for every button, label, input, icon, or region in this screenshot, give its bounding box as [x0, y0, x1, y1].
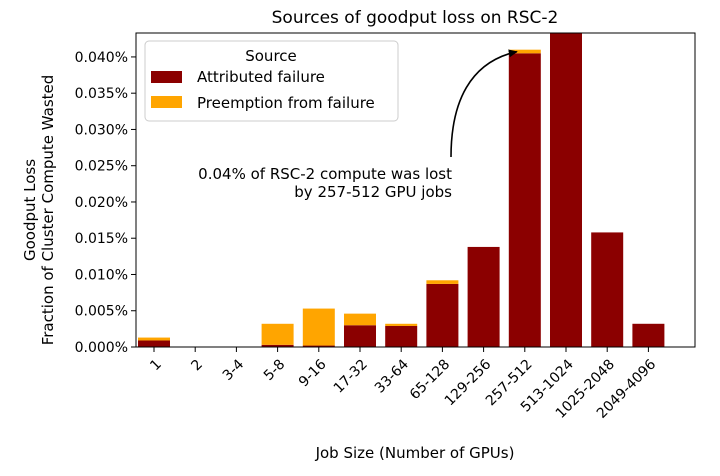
legend-title: Source: [245, 47, 297, 65]
legend: Source Attributed failure Preemption fro…: [144, 40, 399, 122]
bar-attributed-failure-513-1024: [550, 33, 582, 347]
annotation-line-1: 0.04% of RSC-2 compute was lost: [198, 165, 452, 183]
x-axis-label: Job Size (Number of GPUs): [315, 444, 515, 462]
x-tick-label-17-32: 17-32: [331, 357, 371, 397]
bar-preemption-from-failure-33-64: [385, 323, 418, 326]
annotation-line-2: by 257-512 GPU jobs: [294, 183, 452, 201]
legend-label-preemption-from-failure: Preemption from failure: [197, 94, 375, 112]
y-axis-label-line-2: Fraction of Cluster Compute Wasted: [39, 75, 57, 346]
y-tick-label-1: 0.005%: [75, 304, 128, 320]
y-tick-label-5: 0.025%: [75, 159, 128, 175]
y-tick-label-4: 0.020%: [75, 195, 128, 211]
legend-box: [144, 40, 399, 122]
y-tick-label-7: 0.035%: [75, 86, 128, 102]
bar-attributed-failure-17-32: [344, 325, 376, 347]
bar-attributed-failure-2049-4096: [632, 323, 665, 347]
plot-frame: [135, 32, 696, 348]
bar-preemption-from-failure-17-32: [344, 313, 376, 326]
bar-preemption-from-failure-5-8: [261, 323, 294, 345]
bar-attributed-failure-9-16: [302, 345, 335, 347]
y-tick-label-6: 0.030%: [75, 122, 128, 138]
bar-attributed-failure-1: [138, 340, 170, 347]
y-axis-label-group: Goodput Loss Fraction of Cluster Compute…: [21, 75, 57, 346]
x-axis: 1 2 3-4 5-8 9-16 17-32 33-6465-128129-256257-5…: [147, 347, 659, 422]
bar-attributed-failure-1025-2048: [591, 232, 624, 347]
bar-attributed-failure-5-8: [261, 344, 294, 347]
bar-attributed-failure-257-512: [508, 53, 541, 348]
bar-preemption-from-failure-9-16: [302, 308, 335, 346]
x-tick-label-2: 2: [188, 357, 206, 375]
x-tick-label-5-8: 5-8: [261, 357, 288, 384]
bars-group: [138, 33, 665, 348]
bar-attributed-failure-129-256: [467, 246, 500, 347]
legend-swatch-attributed-failure: [151, 71, 182, 83]
y-tick-label-2: 0.010%: [75, 267, 128, 283]
annotation-group: 0.04% of RSC-2 compute was lost by 257-5…: [198, 49, 518, 201]
x-tick-label-33-64: 33-64: [372, 356, 412, 396]
bar-preemption-from-failure-1: [138, 337, 170, 341]
bar-preemption-from-failure-65-128: [426, 280, 459, 284]
x-tick-label-3-4: 3-4: [220, 356, 248, 384]
y-axis: 0.000% 0.005% 0.010% 0.015% 0.020% 0.025% 0.03…: [75, 50, 136, 356]
x-tick-label-1: 1: [147, 357, 165, 375]
annotation-arrow: [450, 49, 518, 158]
legend-label-attributed-failure: Attributed failure: [197, 68, 325, 86]
y-tick-label-8: 0.040%: [75, 50, 128, 66]
bar-attributed-failure-33-64: [385, 325, 418, 347]
chart-title: Sources of goodput loss on RSC-2: [272, 8, 559, 28]
legend-swatch-preemption-from-failure: [151, 96, 182, 108]
x-tick-label-9-16: 9-16: [296, 356, 330, 390]
y-axis-label-line-1: Goodput Loss: [21, 159, 39, 261]
bar-preemption-from-failure-257-512: [508, 49, 541, 54]
bar-attributed-failure-65-128: [426, 283, 459, 347]
y-tick-label-0: 0.000%: [75, 340, 128, 356]
y-tick-label-3: 0.015%: [75, 231, 128, 247]
